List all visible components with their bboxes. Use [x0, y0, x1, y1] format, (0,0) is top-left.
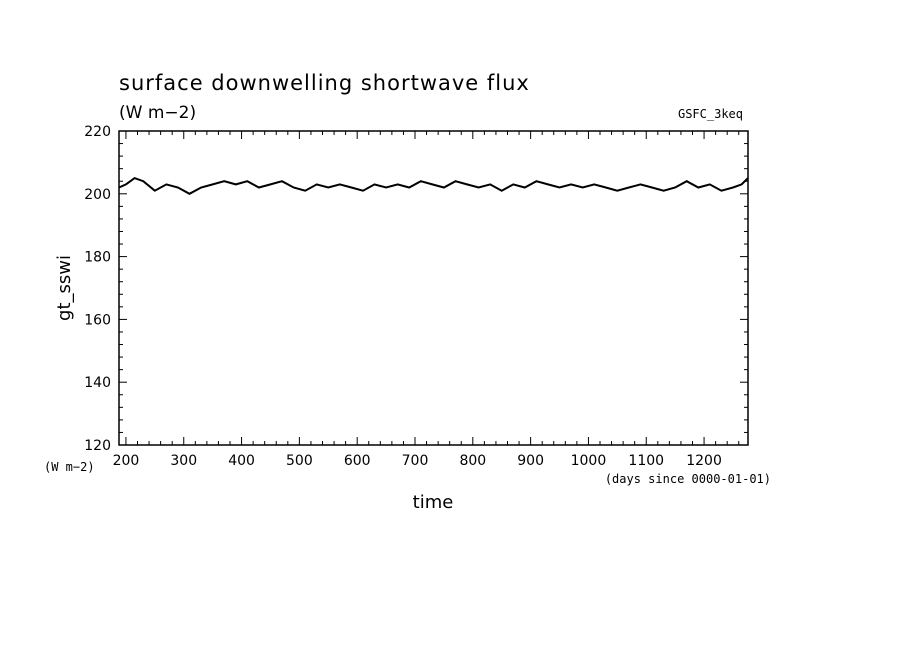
x-axis-label: time [413, 492, 454, 513]
x-tick-label: 400 [228, 453, 255, 469]
x-tick-label: 800 [459, 453, 486, 469]
series-line [118, 176, 749, 195]
chart-title: surface downwelling shortwave flux [119, 71, 530, 95]
x-tick-label: 900 [517, 453, 544, 469]
dataset-label: GSFC_3keq [678, 107, 743, 121]
x-tick-label: 1000 [571, 453, 607, 469]
x-tick-label: 700 [402, 453, 429, 469]
x-tick-label: 500 [286, 453, 313, 469]
y-tick-label: 120 [84, 438, 111, 454]
plot-frame [118, 130, 749, 446]
x-axis-ticks [125, 131, 740, 445]
x-tick-label: 1200 [686, 453, 722, 469]
y-tick-label: 160 [84, 312, 111, 328]
y-tick-label: 220 [84, 124, 111, 140]
y-tick-label: 180 [84, 250, 111, 266]
y-axis-tick-labels: 120 140 160 180 200 220 [84, 124, 111, 454]
y-tick-label: 200 [84, 187, 111, 203]
y-axis-ticks [119, 130, 748, 446]
x-tick-label: 300 [170, 453, 197, 469]
chart-units: (W m−2) [119, 103, 196, 123]
x-axis-tick-labels: 200 300 400 500 600 700 800 900 1000 1100 1200 [113, 453, 722, 469]
x-tick-label: 200 [113, 453, 140, 469]
y-axis-units: (W m−2) [44, 460, 95, 474]
y-axis-label: gt_sswi [54, 255, 75, 321]
x-tick-label: 1100 [628, 453, 664, 469]
y-tick-label: 140 [84, 375, 111, 391]
x-tick-label: 600 [344, 453, 371, 469]
x-axis-units: (days since 0000-01-01) [605, 472, 771, 486]
